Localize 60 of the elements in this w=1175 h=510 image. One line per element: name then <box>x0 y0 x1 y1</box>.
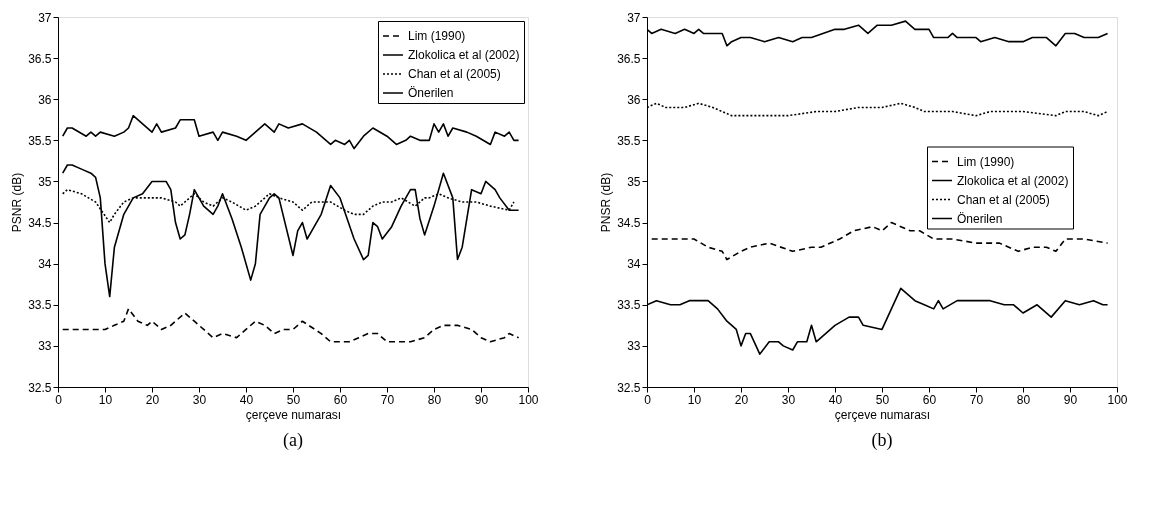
line-series <box>650 221 1109 261</box>
x-tick-label: 10 <box>98 392 113 407</box>
x-tick-label: 30 <box>781 392 796 407</box>
x-axis-title: çerçeve numarası <box>245 407 342 422</box>
x-tick-label: 90 <box>474 392 489 407</box>
y-tick-label: 33.5 <box>617 298 641 313</box>
y-tick-label: 33.5 <box>28 298 52 313</box>
text: (a) <box>283 430 303 451</box>
y-tick-label: 35.5 <box>617 133 641 148</box>
x-tick-label: 70 <box>969 392 984 407</box>
legend-label: Chan et al (2005) <box>957 192 1050 207</box>
x-tick-label: 60 <box>333 392 348 407</box>
x-tick-label: 100 <box>518 392 539 407</box>
x-tick-label: 90 <box>1063 392 1078 407</box>
y-axis-title: PNSR (dB) <box>599 172 614 233</box>
x-tick-label: 50 <box>286 392 301 407</box>
legend-label: Önerilen <box>957 211 1003 226</box>
y-tick-label: 34.5 <box>28 216 52 231</box>
x-tick-label: 70 <box>380 392 395 407</box>
x-tick-label: 80 <box>427 392 442 407</box>
line-series <box>61 164 520 298</box>
y-tick-label: 36 <box>38 92 52 107</box>
y-tick-label: 36 <box>627 92 641 107</box>
x-tick-label: 0 <box>644 392 652 407</box>
x-tick-label: 30 <box>192 392 207 407</box>
x-tick-label: 100 <box>1107 392 1128 407</box>
y-tick-label: 34 <box>627 257 641 272</box>
legend-label: Zlokolica et al (2002) <box>957 173 1069 188</box>
legend-label: Önerilen <box>408 86 454 100</box>
y-tick-label: 36.5 <box>28 51 52 66</box>
y-tick-label: 35 <box>627 174 641 189</box>
x-tick-label: 80 <box>1016 392 1031 407</box>
y-tick-label: 37 <box>627 10 641 25</box>
y-tick-label: 32.5 <box>617 380 641 395</box>
y-tick-label: 34 <box>38 257 52 272</box>
y-tick-label: 32.5 <box>28 380 52 395</box>
x-tick-label: 10 <box>687 392 702 407</box>
y-tick-label: 35 <box>38 174 52 189</box>
y-tick-label: 34.5 <box>617 216 641 231</box>
text: (b) <box>871 430 893 451</box>
x-tick-label: 20 <box>734 392 749 407</box>
x-tick-label: 40 <box>239 392 254 407</box>
legend-label: Lim (1990) <box>408 29 466 43</box>
x-tick-label: 60 <box>922 392 937 407</box>
x-tick-label: 20 <box>145 392 160 407</box>
x-tick-label: 50 <box>875 392 890 407</box>
line-series <box>61 114 520 150</box>
y-tick-label: 35.5 <box>28 133 52 148</box>
legend-label: Lim (1990) <box>957 154 1015 169</box>
legend-label: Zlokolica et al (2002) <box>408 48 520 62</box>
y-tick-label: 33 <box>627 339 641 354</box>
y-tick-label: 36.5 <box>617 51 641 66</box>
x-tick-label: 40 <box>828 392 843 407</box>
line-series <box>61 308 520 343</box>
x-tick-label: 0 <box>55 392 63 407</box>
y-tick-label: 33 <box>38 339 52 354</box>
x-axis-title: çerçeve numarası <box>834 407 931 422</box>
legend-label: Chan et al (2005) <box>408 67 501 81</box>
y-tick-label: 37 <box>38 10 52 25</box>
y-axis-title: PSNR (dB) <box>10 172 25 233</box>
